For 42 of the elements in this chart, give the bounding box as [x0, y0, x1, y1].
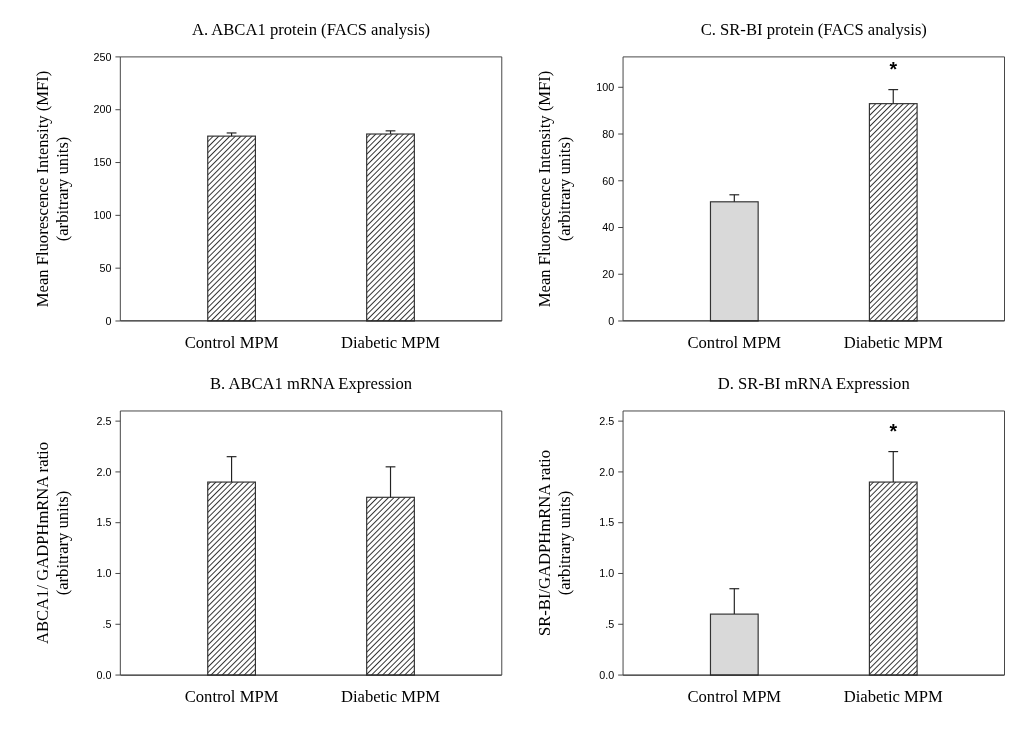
x-tick-label: Control MPM: [184, 687, 279, 707]
x-tick-label: Diabetic MPM: [340, 687, 441, 707]
y-axis-title: ABCA1/ GADPHmRNA ratio (arbitrary units): [32, 441, 72, 645]
y-axis-title: Mean Fluorescence Intensity (MFI) (arbitrary units): [32, 70, 72, 308]
y-tick-label: 0.0: [599, 668, 615, 681]
y-tick-label: 1.5: [96, 516, 112, 529]
y-axis-title: SR-BI/GADPHmRNA ratio (arbitrary units): [535, 450, 575, 636]
x-tick-label: Control MPM: [687, 333, 782, 353]
x-tick-label: Control MPM: [184, 333, 279, 353]
y-tick-label: 2.0: [96, 465, 112, 478]
y-tick-label: .5: [605, 618, 615, 631]
chart-title: C. SR-BI protein (FACS analysis): [700, 20, 927, 40]
chart-title: A. ABCA1 protein (FACS analysis): [191, 20, 431, 40]
y-tick-label: 60: [602, 174, 615, 187]
y-tick-label: 0.0: [96, 668, 112, 681]
y-tick-label: 1.0: [599, 567, 615, 580]
y-tick-label: 50: [99, 261, 112, 274]
y-axis-title: Mean Fluorescence Intensity (MFI) (arbitrary units): [535, 70, 575, 308]
y-tick-label: 100: [93, 209, 112, 222]
y-tick-label: 200: [93, 103, 112, 116]
x-tick-label: Control MPM: [687, 687, 782, 707]
y-tick-label: 0: [608, 314, 615, 327]
x-tick-label: Diabetic MPM: [843, 687, 944, 707]
y-tick-label: 2.5: [96, 414, 112, 427]
y-tick-label: 2.0: [599, 465, 615, 478]
x-tick-label: Diabetic MPM: [843, 333, 944, 353]
chart-title: B. ABCA1 mRNA Expression: [209, 374, 413, 394]
annotation: *: [889, 57, 898, 80]
x-tick-label: Diabetic MPM: [340, 333, 441, 353]
y-tick-label: 80: [602, 127, 615, 140]
y-tick-label: 1.5: [599, 516, 615, 529]
y-tick-label: 150: [93, 156, 112, 169]
y-tick-label: 40: [602, 221, 615, 234]
chart-title: D. SR-BI mRNA Expression: [717, 374, 911, 394]
y-tick-label: 100: [596, 81, 615, 94]
y-tick-label: 1.0: [96, 567, 112, 580]
annotation: *: [889, 419, 898, 442]
y-tick-label: 20: [602, 268, 615, 281]
y-tick-label: 0: [105, 314, 112, 327]
y-tick-label: .5: [102, 618, 112, 631]
y-tick-label: 250: [93, 50, 112, 63]
y-tick-label: 2.5: [599, 414, 615, 427]
